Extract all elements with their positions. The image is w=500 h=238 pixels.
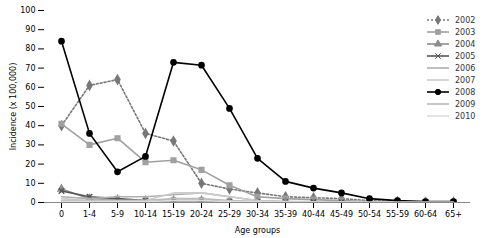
svg-text:30-34: 30-34 <box>246 210 269 219</box>
svg-text:1-4: 1-4 <box>83 210 96 219</box>
svg-text:2007: 2007 <box>455 76 475 85</box>
svg-text:2004: 2004 <box>455 40 475 49</box>
svg-text:90: 90 <box>25 25 35 34</box>
svg-text:Age groups: Age groups <box>235 226 280 235</box>
svg-text:0: 0 <box>59 210 64 219</box>
svg-text:70: 70 <box>25 64 35 73</box>
svg-text:2008: 2008 <box>455 88 475 97</box>
svg-text:10: 10 <box>25 179 35 188</box>
svg-text:50: 50 <box>25 102 35 111</box>
svg-text:30: 30 <box>25 140 35 149</box>
svg-text:Incidence (x 100,000): Incidence (x 100,000) <box>9 63 18 151</box>
svg-text:20: 20 <box>25 160 35 169</box>
svg-text:10-14: 10-14 <box>134 210 157 219</box>
svg-text:100: 100 <box>20 6 35 15</box>
svg-text:80: 80 <box>25 44 35 53</box>
svg-text:0: 0 <box>30 198 35 207</box>
svg-text:35-39: 35-39 <box>274 210 297 219</box>
svg-text:15-19: 15-19 <box>162 210 185 219</box>
svg-text:25-29: 25-29 <box>218 210 241 219</box>
svg-text:60: 60 <box>25 83 35 92</box>
svg-text:60-64: 60-64 <box>414 210 437 219</box>
svg-text:45-49: 45-49 <box>330 210 353 219</box>
svg-text:20-24: 20-24 <box>190 210 213 219</box>
svg-text:2010: 2010 <box>455 112 475 121</box>
svg-text:50-54: 50-54 <box>358 210 381 219</box>
svg-text:2006: 2006 <box>455 64 475 73</box>
svg-text:2009: 2009 <box>455 100 475 109</box>
svg-text:40: 40 <box>25 121 35 130</box>
svg-text:2003: 2003 <box>455 28 475 37</box>
svg-text:2002: 2002 <box>455 16 475 25</box>
svg-text:65+: 65+ <box>445 210 462 219</box>
svg-text:2005: 2005 <box>455 52 475 61</box>
svg-text:40-44: 40-44 <box>302 210 325 219</box>
svg-text:5-9: 5-9 <box>111 210 124 219</box>
svg-text:55-59: 55-59 <box>386 210 409 219</box>
